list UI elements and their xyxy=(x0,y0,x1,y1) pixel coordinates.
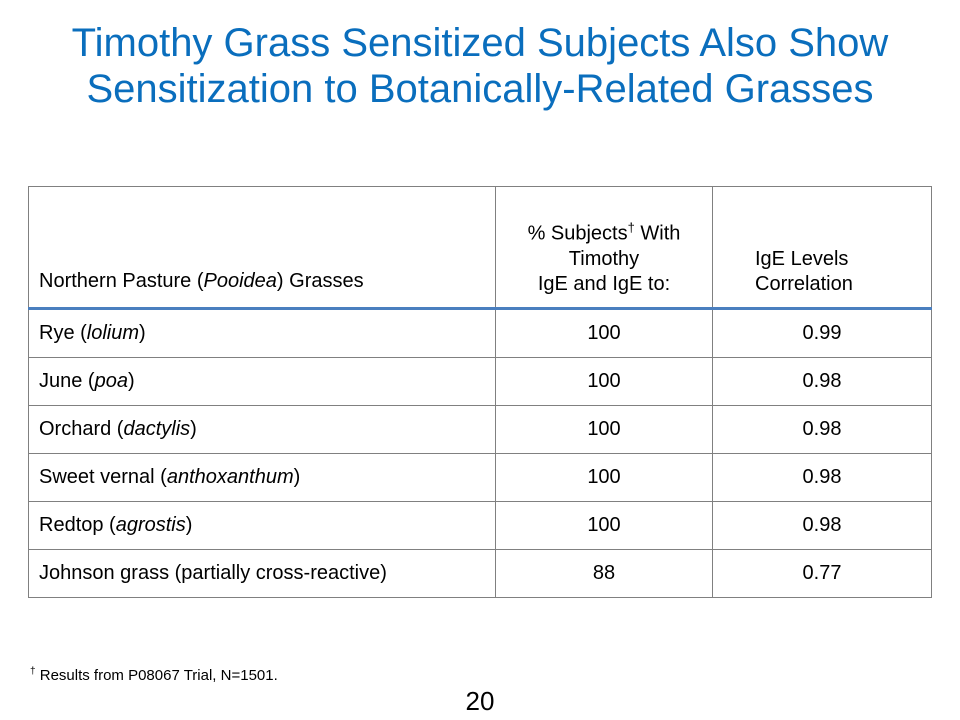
header-percent-subjects: % Subjects† With Timothy IgE and IgE to: xyxy=(495,186,713,310)
correlation-cell: 0.99 xyxy=(712,308,932,358)
grass-common-name: Johnson grass (partially cross-reactive) xyxy=(39,562,387,584)
table-header-row: Northern Pasture (Pooidea) Grasses % Sub… xyxy=(28,186,932,310)
title-line-2: Sensitization to Botanically-Related Gra… xyxy=(86,67,874,111)
percent-cell: 88 xyxy=(495,549,713,598)
title-line-1: Timothy Grass Sensitized Subjects Also S… xyxy=(71,21,889,65)
grass-name-suffix: ) xyxy=(127,370,135,392)
grass-common-name: June ( xyxy=(39,370,95,392)
grass-name-suffix: ) xyxy=(293,466,301,488)
grass-genus: poa xyxy=(94,370,128,392)
grass-genus: agrostis xyxy=(115,514,186,536)
grass-name-suffix: ) xyxy=(185,514,193,536)
percent-cell: 100 xyxy=(495,357,713,406)
correlation-cell: 0.98 xyxy=(712,357,932,406)
header-col1-italic: Pooidea xyxy=(203,270,277,292)
table-row: Sweet vernal (anthoxanthum) 100 0.98 xyxy=(28,453,932,502)
header-col2-line3: IgE and IgE to: xyxy=(537,273,671,295)
grass-common-name: Redtop ( xyxy=(39,514,116,536)
grass-name-cell: Sweet vernal (anthoxanthum) xyxy=(28,453,496,502)
footnote: † Results from P08067 Trial, N=1501. xyxy=(30,666,278,684)
footnote-dagger: † xyxy=(30,666,36,677)
correlation-cell: 0.98 xyxy=(712,453,932,502)
table-row: Redtop (agrostis) 100 0.98 xyxy=(28,501,932,550)
header-col1-prefix: Northern Pasture ( xyxy=(39,270,204,292)
table-row: Johnson grass (partially cross-reactive)… xyxy=(28,549,932,598)
grass-name-cell: Orchard (dactylis) xyxy=(28,405,496,454)
percent-cell: 100 xyxy=(495,308,713,358)
table-row: Orchard (dactylis) 100 0.98 xyxy=(28,405,932,454)
header-col2-line2: Timothy xyxy=(568,248,640,270)
correlation-cell: 0.77 xyxy=(712,549,932,598)
header-col1-suffix: ) Grasses xyxy=(276,270,364,292)
grass-name-cell: Redtop (agrostis) xyxy=(28,501,496,550)
grass-genus: lolium xyxy=(86,322,140,344)
grass-name-cell: Johnson grass (partially cross-reactive) xyxy=(28,549,496,598)
table-body: Rye (lolium) 100 0.99 June (poa) 100 0.98 Orch… xyxy=(28,308,932,598)
percent-cell: 100 xyxy=(495,453,713,502)
header-col3-line2: Correlation xyxy=(755,273,853,295)
grass-name-suffix: ) xyxy=(190,418,197,440)
grass-common-name: Sweet vernal ( xyxy=(39,466,167,488)
percent-cell: 100 xyxy=(495,405,713,454)
dagger-mark: † xyxy=(627,220,635,236)
grass-sensitization-table: Northern Pasture (Pooidea) Grasses % Sub… xyxy=(28,186,932,598)
page-number: 20 xyxy=(465,686,495,716)
header-col2-line1: % Subjects xyxy=(527,223,628,245)
header-grass-type: Northern Pasture (Pooidea) Grasses xyxy=(28,186,496,310)
percent-cell: 100 xyxy=(495,501,713,550)
slide-title: Timothy Grass Sensitized Subjects Also S… xyxy=(0,20,960,112)
grass-genus: anthoxanthum xyxy=(166,466,294,488)
table-row: Rye (lolium) 100 0.99 xyxy=(28,308,932,358)
grass-common-name: Rye ( xyxy=(39,322,87,344)
correlation-cell: 0.98 xyxy=(712,501,932,550)
grass-genus: dactylis xyxy=(123,418,191,440)
table-row: June (poa) 100 0.98 xyxy=(28,357,932,406)
grass-name-cell: Rye (lolium) xyxy=(28,308,496,358)
correlation-cell: 0.98 xyxy=(712,405,932,454)
grass-name-cell: June (poa) xyxy=(28,357,496,406)
header-ige-correlation: IgE Levels Correlation xyxy=(712,186,932,310)
header-col2-line1-post: With xyxy=(634,223,681,245)
grass-name-suffix: ) xyxy=(139,322,146,344)
footnote-text: Results from P08067 Trial, N=1501. xyxy=(35,667,278,684)
grass-common-name: Orchard ( xyxy=(39,418,124,440)
header-col3-line1: IgE Levels xyxy=(755,248,849,270)
